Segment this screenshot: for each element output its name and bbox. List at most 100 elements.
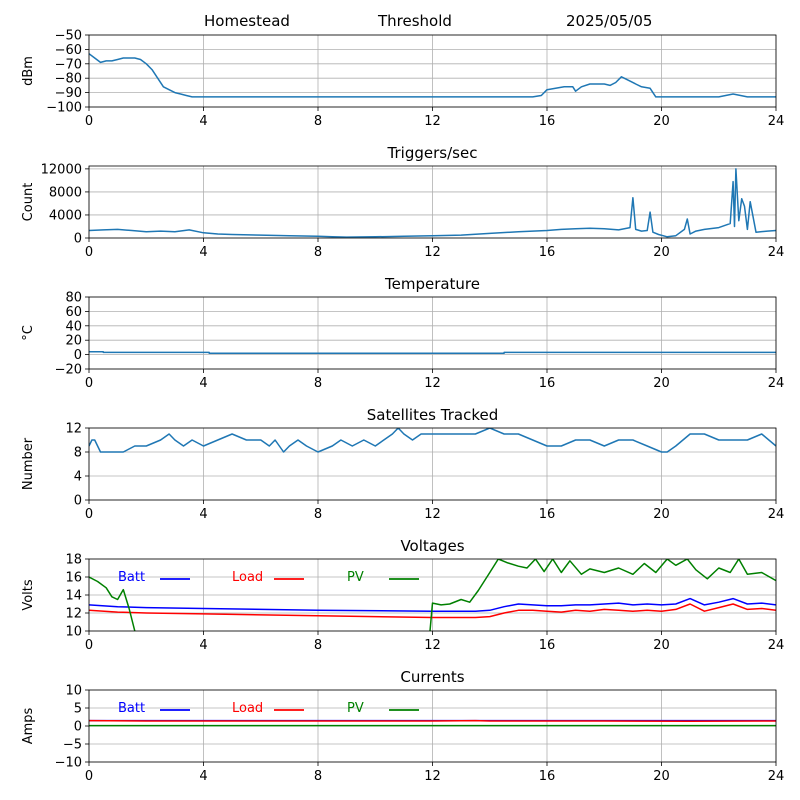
series-line-batt — [89, 597, 776, 612]
y-tick-label: 20 — [65, 334, 82, 349]
panel-title: Satellites Tracked — [367, 406, 498, 424]
y-tick-label: 40 — [65, 319, 82, 334]
x-tick-label: 8 — [314, 507, 322, 522]
y-tick-label: −60 — [55, 43, 82, 58]
x-tick-label: 4 — [199, 507, 207, 522]
x-tick-label: 24 — [768, 376, 785, 391]
x-tick-label: 4 — [199, 114, 207, 129]
y-tick-label: 5 — [74, 702, 82, 717]
x-tick-label: 8 — [314, 245, 322, 260]
y-tick-label: 12 — [65, 422, 82, 437]
x-tick-label: 16 — [539, 114, 556, 129]
x-tick-label: 0 — [85, 245, 93, 260]
series-line-load — [89, 603, 776, 619]
x-tick-label: 12 — [424, 114, 441, 129]
x-tick-label: 20 — [653, 245, 670, 260]
x-tick-label: 0 — [85, 507, 93, 522]
y-tick-label: 8 — [74, 446, 82, 461]
x-tick-label: 0 — [85, 114, 93, 129]
series-line-load — [89, 719, 776, 723]
y-tick-label: −5 — [63, 738, 82, 753]
x-tick-label: 16 — [539, 638, 556, 653]
panel-title: Triggers/sec — [387, 144, 478, 162]
legend-label-batt: Batt — [118, 701, 145, 716]
x-tick-label: 4 — [199, 245, 207, 260]
x-tick-label: 24 — [768, 638, 785, 653]
x-tick-label: 12 — [424, 638, 441, 653]
y-tick-label: 4 — [74, 470, 82, 485]
x-tick-label: 12 — [424, 376, 441, 391]
series-line — [89, 428, 776, 453]
x-tick-label: 0 — [85, 376, 93, 391]
y-axis-label: °C — [21, 325, 36, 341]
series-line-pv — [89, 559, 776, 631]
date-label: 2025/05/05 — [566, 12, 652, 30]
y-tick-label: 12 — [65, 607, 82, 622]
x-tick-label: 16 — [539, 245, 556, 260]
y-tick-label: 0 — [74, 494, 82, 509]
y-tick-label: −20 — [55, 363, 82, 378]
x-tick-label: 8 — [314, 638, 322, 653]
x-tick-label: 0 — [85, 638, 93, 653]
y-tick-label: 14 — [65, 589, 82, 604]
x-tick-label: 24 — [768, 507, 785, 522]
legend-label-load: Load — [232, 570, 263, 585]
site-name: Homestead — [204, 12, 290, 30]
y-tick-label: 0 — [74, 348, 82, 363]
series-line — [89, 350, 776, 354]
legend-label-pv: PV — [347, 701, 364, 716]
x-tick-label: 20 — [653, 769, 670, 784]
x-tick-label: 16 — [539, 376, 556, 391]
y-tick-label: 0 — [74, 232, 82, 247]
y-tick-label: −50 — [55, 29, 82, 44]
x-tick-label: 8 — [314, 114, 322, 129]
x-tick-label: 16 — [539, 769, 556, 784]
x-tick-label: 20 — [653, 507, 670, 522]
y-axis-label: Amps — [21, 707, 36, 744]
x-tick-label: 4 — [199, 638, 207, 653]
x-tick-label: 16 — [539, 507, 556, 522]
x-tick-label: 12 — [424, 245, 441, 260]
y-tick-label: 18 — [65, 553, 82, 568]
panel-0: 0 4 8 12 16 20 24 −50−60−70−80−90−100 dBm — [21, 29, 784, 130]
x-tick-label: 20 — [653, 114, 670, 129]
y-tick-label: −100 — [46, 101, 82, 116]
legend-label-pv: PV — [347, 570, 364, 585]
x-tick-label: 20 — [653, 376, 670, 391]
legend-label-batt: Batt — [118, 570, 145, 585]
series-line — [89, 168, 776, 238]
panel-4: 0 4 8 12 16 20 24 10 12 14 16 18 Voltages Volts Batt Lo… — [21, 537, 784, 653]
y-tick-label: −10 — [55, 756, 82, 771]
x-tick-label: 12 — [424, 769, 441, 784]
panel-title: Currents — [400, 668, 464, 686]
y-tick-label: −80 — [55, 72, 82, 87]
y-axis-label: Volts — [21, 579, 36, 611]
x-tick-label: 24 — [768, 114, 785, 129]
y-tick-label: 0 — [74, 720, 82, 735]
legend-label-load: Load — [232, 701, 263, 716]
x-tick-label: 4 — [199, 769, 207, 784]
x-tick-label: 24 — [768, 245, 785, 260]
panel-title: Voltages — [400, 537, 464, 555]
y-tick-label: 12000 — [41, 162, 82, 177]
y-axis-label: dBm — [21, 56, 36, 86]
y-tick-label: −90 — [55, 86, 82, 101]
y-tick-label: −70 — [55, 57, 82, 72]
y-tick-label: 10 — [65, 625, 82, 640]
x-tick-label: 8 — [314, 769, 322, 784]
y-tick-label: 4000 — [49, 208, 82, 223]
x-tick-label: 24 — [768, 769, 785, 784]
y-tick-label: 8000 — [49, 185, 82, 200]
y-axis-label: Count — [21, 183, 36, 222]
panel-5: 0 4 8 12 16 20 24 −10 −5 0 5 10 Currents Amps Batt Load… — [21, 668, 784, 784]
panel-3: 0 4 8 12 16 20 24 0 4 8 12 Satellites Tracked Number — [21, 406, 784, 522]
x-tick-label: 20 — [653, 638, 670, 653]
mode-label: Threshold — [377, 12, 452, 30]
panel-title: Temperature — [384, 275, 480, 293]
x-tick-label: 12 — [424, 507, 441, 522]
x-tick-label: 0 — [85, 769, 93, 784]
